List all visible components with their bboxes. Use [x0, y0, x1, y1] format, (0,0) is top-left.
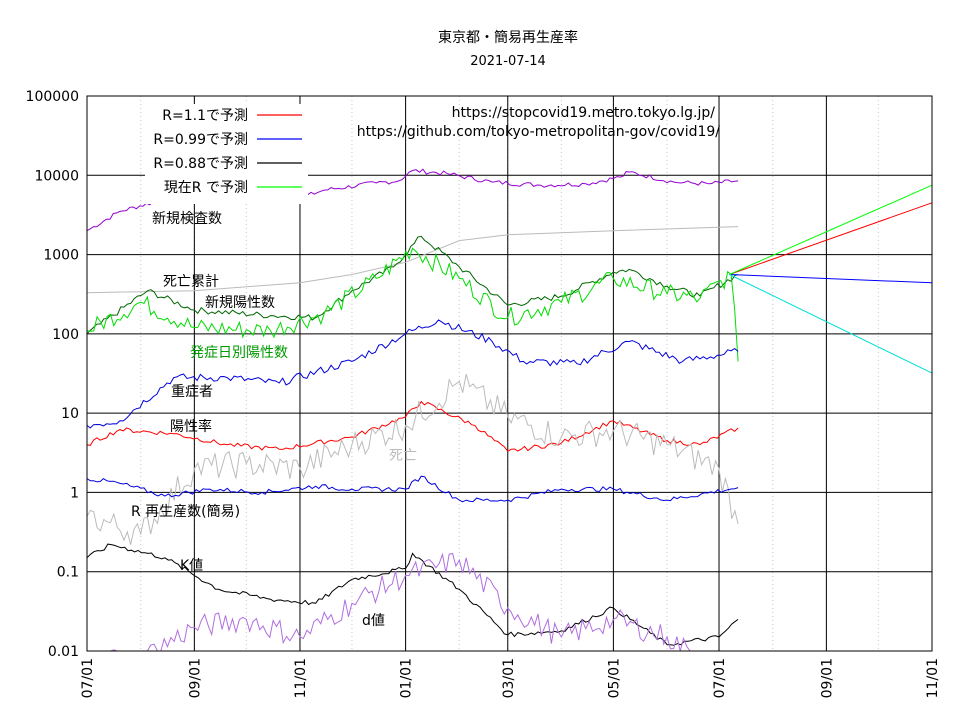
y-tick-label: 1	[70, 485, 79, 501]
chart-annotation: 重症者	[171, 384, 213, 400]
series-line	[729, 274, 933, 374]
y-tick-label: 0.1	[57, 565, 79, 581]
y-tick-label: 10	[61, 406, 79, 422]
legend-label: R=1.1で予測	[162, 108, 248, 124]
x-tick-label: 09/01	[187, 658, 203, 698]
x-tick-label: 07/01	[80, 658, 96, 698]
legend-label: 現在R で予測	[164, 180, 248, 196]
url-line-2: https://github.com/tokyo-metropolitan-go…	[357, 124, 721, 140]
chart-annotation: 死亡累計	[163, 274, 219, 290]
x-tick-label: 11/01	[925, 658, 941, 698]
series-layer	[86, 168, 933, 652]
legend-label: R=0.99で予測	[153, 132, 248, 148]
y-tick-label: 1000	[43, 248, 79, 264]
y-tick-label: 100	[52, 327, 79, 343]
series-line	[86, 319, 739, 429]
chart-annotation: K値	[180, 558, 203, 574]
chart-annotation: 陽性率	[170, 418, 212, 435]
series-line	[729, 184, 933, 275]
y-tick-label: 0.01	[48, 644, 79, 660]
series-line	[86, 400, 739, 452]
plot-frame	[86, 95, 933, 652]
chart-annotation: 死亡	[389, 448, 417, 464]
y-tick-label: 100000	[26, 89, 79, 105]
series-line	[87, 552, 700, 652]
chart-subtitle: 2021-07-14	[470, 54, 546, 69]
chart-title: 東京都・簡易再生産率	[438, 29, 578, 46]
series-line	[729, 202, 933, 275]
chart-annotation: 新規検査数	[152, 211, 222, 227]
x-tick-label: 09/01	[819, 658, 835, 698]
series-line	[86, 226, 739, 294]
url-line-1: https://stopcovid19.metro.tokyo.lg.jp/	[452, 105, 716, 121]
x-axis: 07/01 09/01 11/01 01/01 03/01 05/01 07/01 09/01…	[80, 658, 941, 698]
x-tick-label: 11/01	[293, 658, 309, 698]
chart-annotation: R 再生産数(簡易)	[131, 504, 240, 520]
series-line	[86, 235, 739, 335]
x-tick-label: 03/01	[501, 658, 517, 698]
series-line	[729, 274, 933, 284]
chart-annotation: 新規陽性数	[205, 295, 275, 311]
x-tick-label: 07/01	[712, 658, 728, 698]
series-line	[86, 247, 739, 362]
x-tick-label: 01/01	[399, 658, 415, 698]
series-line	[86, 475, 739, 503]
series-line	[86, 373, 739, 545]
chart-annotation: 発症日別陽性数	[190, 345, 288, 361]
y-tick-label: 10000	[34, 168, 79, 184]
series-line	[86, 543, 739, 646]
x-tick-label: 05/01	[606, 658, 622, 698]
chart-annotation: d値	[362, 613, 385, 629]
y-axis: 100000 10000 1000 100 10 1 0.1 0.01	[26, 89, 79, 660]
legend-label: R=0.88で予測	[153, 156, 248, 172]
